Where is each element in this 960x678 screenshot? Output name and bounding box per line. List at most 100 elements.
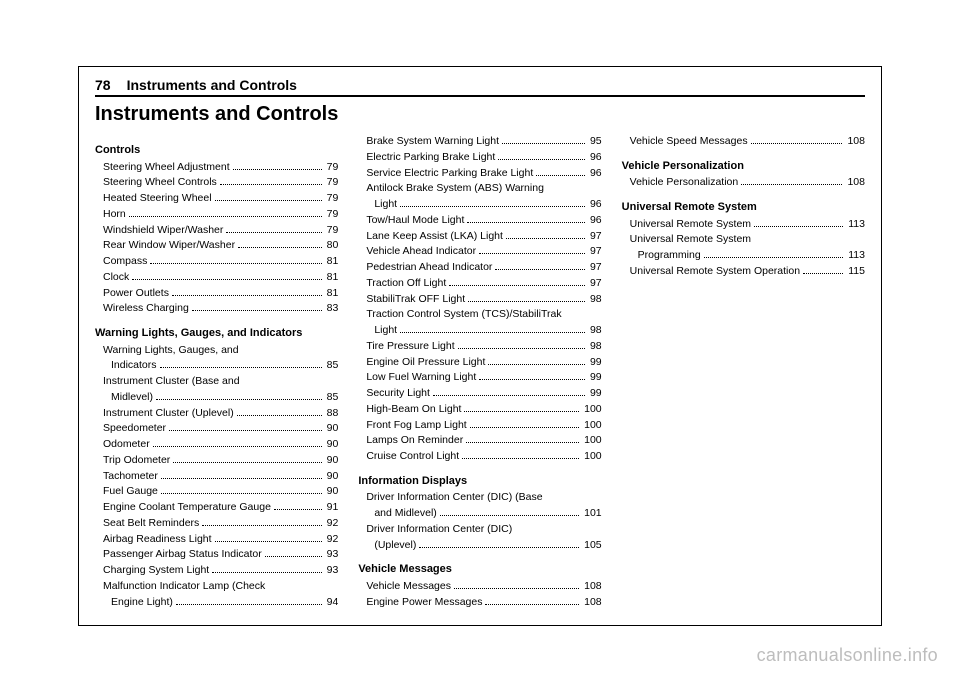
toc-leader-dots (741, 184, 842, 185)
toc-leader-dots (172, 295, 322, 296)
toc-page-number: 97 (588, 276, 602, 292)
toc-page-number: 79 (325, 223, 339, 239)
toc-line: Driver Information Center (DIC) (Base (358, 490, 601, 506)
toc-line: Compass81 (95, 254, 338, 270)
toc-page-number: 113 (846, 248, 865, 264)
toc-leader-dots (400, 206, 585, 207)
toc-entry: Lane Keep Assist (LKA) Light97 (358, 229, 601, 245)
toc-entry: Driver Information Center (DIC) (Baseand… (358, 490, 601, 522)
toc-section-head: Vehicle Messages (358, 561, 601, 578)
toc-leader-dots (468, 301, 585, 302)
toc-leader-dots (754, 226, 843, 227)
toc-entry: Traction Off Light97 (358, 276, 601, 292)
toc-page-number: 100 (582, 418, 602, 434)
toc-page-number: 108 (582, 595, 602, 611)
toc-section-head: Information Displays (358, 473, 601, 490)
toc-entry: Wireless Charging83 (95, 301, 338, 317)
toc-entry: Lamps On Reminder100 (358, 433, 601, 449)
toc-page-number: 95 (588, 134, 602, 150)
toc-page-number: 99 (588, 355, 602, 371)
toc-entry: Service Electric Parking Brake Light96 (358, 166, 601, 182)
toc-label: Universal Remote System Operation (622, 264, 800, 280)
toc-entry: Universal Remote SystemProgramming113 (622, 232, 865, 264)
toc-label: Tire Pressure Light (358, 339, 454, 355)
toc-leader-dots (458, 348, 585, 349)
toc-label: Odometer (95, 437, 150, 453)
toc-entry: High-Beam On Light100 (358, 402, 601, 418)
toc-line: Passenger Airbag Status Indicator93 (95, 547, 338, 563)
toc-entry: Vehicle Messages108 (358, 579, 601, 595)
toc-columns: ControlsSteering Wheel Adjustment79Steer… (95, 134, 865, 624)
toc-page-number: 90 (325, 437, 339, 453)
toc-line: Instrument Cluster (Base and (95, 374, 338, 390)
toc-section-head: Controls (95, 142, 338, 159)
toc-line: Service Electric Parking Brake Light96 (358, 166, 601, 182)
toc-page-number: 93 (325, 547, 339, 563)
toc-label: Light (358, 197, 397, 213)
toc-label: Wireless Charging (95, 301, 189, 317)
toc-label: Vehicle Speed Messages (622, 134, 748, 150)
toc-label: Antilock Brake System (ABS) Warning (358, 181, 544, 197)
toc-entry: Speedometer90 (95, 421, 338, 437)
toc-entry: Pedestrian Ahead Indicator97 (358, 260, 601, 276)
toc-page-number: 108 (582, 579, 602, 595)
toc-page-number: 90 (325, 469, 339, 485)
toc-leader-dots (485, 604, 579, 605)
toc-page-number: 96 (588, 213, 602, 229)
toc-entry: Malfunction Indicator Lamp (CheckEngine … (95, 579, 338, 611)
toc-line: Cruise Control Light100 (358, 449, 601, 465)
toc-page-number: 92 (325, 516, 339, 532)
toc-leader-dots (161, 478, 322, 479)
toc-line: Fuel Gauge90 (95, 484, 338, 500)
toc-line: Light98 (358, 323, 601, 339)
toc-line: Instrument Cluster (Uplevel)88 (95, 406, 338, 422)
toc-page-number: 101 (582, 506, 602, 522)
toc-line: Airbag Readiness Light92 (95, 532, 338, 548)
toc-leader-dots (449, 285, 585, 286)
toc-entry: Cruise Control Light100 (358, 449, 601, 465)
toc-line: Tire Pressure Light98 (358, 339, 601, 355)
toc-line: (Uplevel)105 (358, 538, 601, 554)
toc-label: Instrument Cluster (Base and (95, 374, 240, 390)
toc-page-number: 99 (588, 370, 602, 386)
toc-entry: Trip Odometer90 (95, 453, 338, 469)
toc-label: Trip Odometer (95, 453, 170, 469)
toc-line: Vehicle Speed Messages108 (622, 134, 865, 150)
toc-line: Light96 (358, 197, 601, 213)
toc-label: Service Electric Parking Brake Light (358, 166, 533, 182)
toc-line: Programming113 (622, 248, 865, 264)
toc-label: Tachometer (95, 469, 158, 485)
toc-line: Engine Coolant Temperature Gauge91 (95, 500, 338, 516)
toc-entry: Fuel Gauge90 (95, 484, 338, 500)
toc-line: Power Outlets81 (95, 286, 338, 302)
toc-label: Instrument Cluster (Uplevel) (95, 406, 234, 422)
toc-entry: Traction Control System (TCS)/StabiliTra… (358, 307, 601, 339)
header-title: Instruments and Controls (127, 77, 297, 93)
toc-entry: StabiliTrak OFF Light98 (358, 292, 601, 308)
toc-page-number: 90 (325, 484, 339, 500)
toc-line: Speedometer90 (95, 421, 338, 437)
toc-page-number: 93 (325, 563, 339, 579)
toc-leader-dots (479, 379, 585, 380)
toc-label: Universal Remote System (622, 232, 751, 248)
toc-label: Malfunction Indicator Lamp (Check (95, 579, 265, 595)
toc-page-number: 108 (845, 175, 865, 191)
toc-label: Light (358, 323, 397, 339)
toc-line: Lamps On Reminder100 (358, 433, 601, 449)
toc-line: Heated Steering Wheel79 (95, 191, 338, 207)
toc-line: Security Light99 (358, 386, 601, 402)
toc-line: Brake System Warning Light95 (358, 134, 601, 150)
toc-label: Rear Window Wiper/Washer (95, 238, 235, 254)
toc-line: Front Fog Lamp Light100 (358, 418, 601, 434)
toc-line: Antilock Brake System (ABS) Warning (358, 181, 601, 197)
toc-label: Vehicle Personalization (622, 175, 739, 191)
toc-page-number: 97 (588, 260, 602, 276)
toc-page-number: 81 (325, 286, 339, 302)
toc-leader-dots (488, 364, 585, 365)
toc-entry: Rear Window Wiper/Washer80 (95, 238, 338, 254)
toc-page-number: 85 (325, 358, 339, 374)
toc-entry: Instrument Cluster (Base andMidlevel)85 (95, 374, 338, 406)
toc-entry: Vehicle Personalization 108 (622, 175, 865, 191)
toc-line: Steering Wheel Adjustment79 (95, 160, 338, 176)
toc-leader-dots (150, 263, 321, 264)
